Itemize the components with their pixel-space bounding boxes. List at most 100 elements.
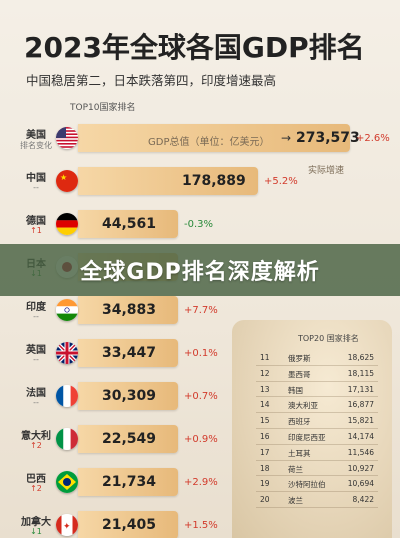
gdp-value: 21,405 <box>102 517 157 533</box>
top20-rank: 20 <box>260 495 270 505</box>
country-label: 巴西 <box>26 474 46 485</box>
top20-row: 15 西班牙 15,821 <box>256 413 378 429</box>
growth-rate: +0.1% <box>184 348 218 359</box>
top20-value: 18,115 <box>347 368 374 378</box>
top20-value: 11,546 <box>347 447 374 457</box>
gdp-value: 21,734 <box>102 474 157 490</box>
country-label: 英国 <box>26 345 46 356</box>
top10-row: 巴西 ↑2 21,734 +2.9% <box>0 462 400 502</box>
top10-row: 英国 -- 33,447 +0.1% <box>0 333 400 373</box>
country-label: 法国 <box>26 388 46 399</box>
us-flag-icon <box>56 127 78 149</box>
de-flag-icon <box>56 213 78 235</box>
top20-country: 荷兰 <box>288 464 303 474</box>
top20-value: 10,694 <box>347 479 374 489</box>
top20-country: 韩国 <box>288 385 303 395</box>
uk-flag-icon <box>56 342 78 364</box>
page-subtitle: 中国稳居第二，日本跌落第四，印度增速最高 <box>26 73 277 88</box>
top20-country: 土耳其 <box>288 448 311 458</box>
top20-rank: 11 <box>260 353 270 362</box>
rank-change: ↓1 <box>30 527 42 536</box>
growth-rate: +2.6% <box>356 133 390 144</box>
top20-row: 16 印度尼西亚 14,174 <box>256 429 378 445</box>
coin-stack-image <box>232 320 392 538</box>
rank-change: 排名变化 <box>20 141 52 150</box>
gdp-value: 22,549 <box>102 431 157 447</box>
growth-rate: +5.2% <box>264 176 298 187</box>
top20-row: 19 沙特阿拉伯 10,694 <box>256 476 378 493</box>
top20-row: 13 韩国 17,131 <box>256 382 378 398</box>
top20-value: 10,927 <box>347 463 374 473</box>
top20-country: 澳大利亚 <box>288 401 318 411</box>
country-label: 中国 <box>26 173 46 184</box>
top20-row: 12 墨西哥 18,115 <box>256 366 378 382</box>
fr-flag-icon <box>56 385 78 407</box>
top10-row: 德国 ↑1 44,561 -0.3% <box>0 204 400 244</box>
top20-row: 18 荷兰 10,927 <box>256 461 378 477</box>
rank-change: -- <box>33 183 39 192</box>
top20-rank: 19 <box>260 479 270 489</box>
in-flag-icon <box>56 299 78 321</box>
top20-value: 16,877 <box>347 400 374 410</box>
top10-row: 印度 -- 34,883 +7.7% <box>0 290 400 330</box>
country-label: 美国 <box>26 130 46 141</box>
growth-rate: +0.9% <box>184 434 218 445</box>
top20-rank: 17 <box>260 447 270 457</box>
gdp-bar <box>78 511 178 538</box>
gdp-bar <box>78 210 178 238</box>
growth-rate: +2.9% <box>184 477 218 488</box>
rank-change: -- <box>33 312 39 321</box>
actual-growth-label: 实际增速 <box>308 166 345 176</box>
rank-change: -- <box>33 355 39 364</box>
arrow-icon: → <box>281 131 292 145</box>
top20-value: 15,821 <box>347 416 374 426</box>
br-flag-icon <box>56 471 78 493</box>
top20-country: 沙特阿拉伯 <box>288 480 326 490</box>
gdp-bar <box>78 382 178 410</box>
gdp-value: 30,309 <box>102 388 157 404</box>
page-title: 2023年全球各国GDP排名 <box>24 31 365 64</box>
ca-flag-icon: ✦ <box>56 514 78 536</box>
gdp-value: 44,561 <box>102 216 157 232</box>
top20-value: 18,625 <box>347 353 374 362</box>
top20-rank: 18 <box>260 463 270 473</box>
top10-row: 法国 -- 30,309 +0.7% <box>0 376 400 416</box>
gdp-bar <box>78 124 350 152</box>
top20-rank: 13 <box>260 384 270 394</box>
top20-rank: 16 <box>260 431 270 441</box>
country-label: 意大利 <box>21 431 51 442</box>
top10-row: 加拿大 ↓1 ✦ 21,405 +1.5% <box>0 505 400 538</box>
top20-value: 8,422 <box>352 495 374 505</box>
top20-country: 俄罗斯 <box>288 354 311 363</box>
country-label: 德国 <box>26 216 46 227</box>
top20-row: 11 俄罗斯 18,625 <box>256 350 378 366</box>
unit-label: GDP总值（单位：亿美元） <box>148 137 270 148</box>
top20-country: 墨西哥 <box>288 369 311 379</box>
growth-rate: +0.7% <box>184 391 218 402</box>
gdp-value: 273,573 <box>296 130 360 146</box>
banner: 全球GDP排名深度解析 <box>0 244 400 296</box>
gdp-value: 33,447 <box>102 345 157 361</box>
gdp-bar <box>78 167 258 195</box>
top20-row: 17 土耳其 11,546 <box>256 445 378 461</box>
growth-rate: +1.5% <box>184 520 218 531</box>
gdp-bar <box>78 468 178 496</box>
country-label: 加拿大 <box>21 517 51 528</box>
growth-rate: +7.7% <box>184 305 218 316</box>
top20-rank: 15 <box>260 416 270 426</box>
top10-row: 美国 排名变化 273,573 +2.6% <box>0 118 400 158</box>
top10-row: 意大利 ↑2 22,549 +0.9% <box>0 419 400 459</box>
gdp-bar <box>78 296 178 324</box>
top20-title: TOP20 国家排名 <box>298 334 359 343</box>
rank-change: ↑2 <box>30 441 42 450</box>
gdp-bar <box>78 339 178 367</box>
country-label: 印度 <box>26 302 46 313</box>
top20-rank: 14 <box>260 400 270 410</box>
it-flag-icon <box>56 428 78 450</box>
rank-change: -- <box>33 398 39 407</box>
top20-rank: 12 <box>260 368 270 378</box>
gdp-bar <box>78 425 178 453</box>
top20-table: 11 俄罗斯 18,625 12 墨西哥 18,115 13 韩国 17,131 14 澳大利亚 16… <box>256 350 378 508</box>
top20-row: 20 波兰 8,422 <box>256 492 378 508</box>
cn-flag-icon: ★ <box>56 170 78 192</box>
